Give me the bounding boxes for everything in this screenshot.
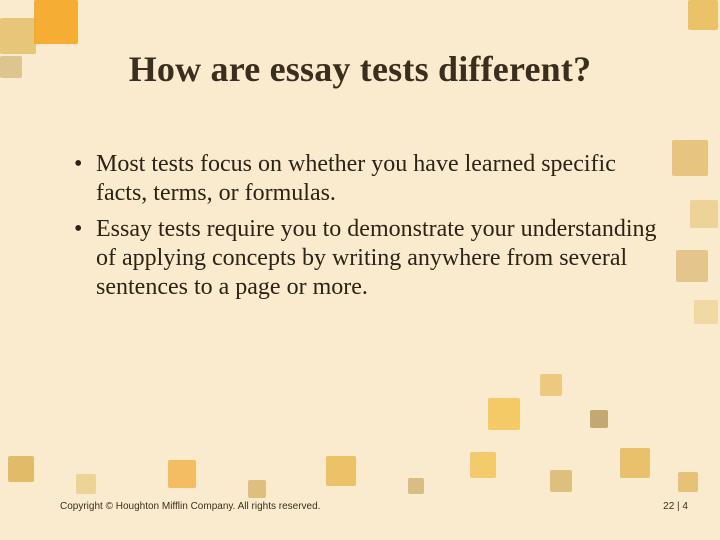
- slide: How are essay tests different? Most test…: [0, 0, 720, 540]
- decoration-square: [550, 470, 572, 492]
- decoration-square: [694, 300, 718, 324]
- decoration-square: [676, 250, 708, 282]
- decoration-square: [8, 456, 34, 482]
- decoration-square: [678, 472, 698, 492]
- decoration-square: [408, 478, 424, 494]
- bullet-item: Most tests focus on whether you have lea…: [68, 150, 658, 209]
- decoration-square: [168, 460, 196, 488]
- decoration-square: [672, 140, 708, 176]
- decoration-square: [326, 456, 356, 486]
- bullet-list: Most tests focus on whether you have lea…: [68, 150, 658, 302]
- decoration-square: [620, 448, 650, 478]
- decoration-square: [540, 374, 562, 396]
- decoration-square: [690, 200, 718, 228]
- decoration-square: [76, 474, 96, 494]
- decoration-square: [470, 452, 496, 478]
- decoration-square: [248, 480, 266, 498]
- decoration-square: [488, 398, 520, 430]
- decoration-square: [590, 410, 608, 428]
- slide-body: Most tests focus on whether you have lea…: [68, 150, 658, 308]
- copyright-text: Copyright © Houghton Mifflin Company. Al…: [60, 501, 320, 512]
- page-number: 22 | 4: [663, 501, 688, 512]
- decoration-square: [688, 0, 718, 30]
- decoration-square: [34, 0, 78, 44]
- bullet-item: Essay tests require you to demonstrate y…: [68, 215, 658, 303]
- slide-title: How are essay tests different?: [0, 48, 720, 90]
